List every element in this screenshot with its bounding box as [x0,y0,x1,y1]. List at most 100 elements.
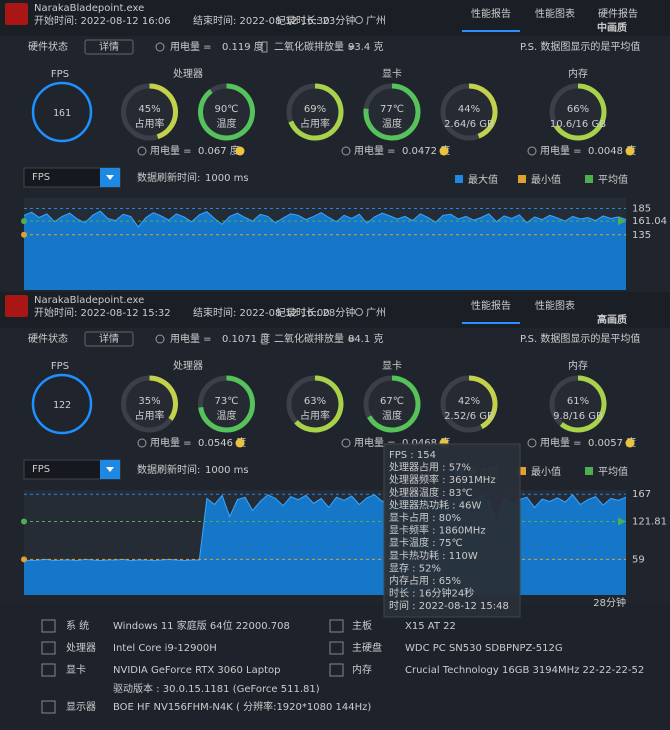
power-icon [341,146,351,156]
component-power-label: 用电量 = [150,144,192,157]
system-icon [41,641,56,655]
tooltip-line: 时长 : 16分钟24秒 [389,587,474,600]
system-value: NVIDIA GeForce RTX 3060 Laptop [113,665,281,676]
tooltip-line: FPS : 154 [389,450,436,461]
gauge-caption: 温度 [217,117,237,130]
tab[interactable]: 性能图表 [535,299,575,312]
power-icon [155,42,165,52]
help-icon[interactable] [235,438,245,448]
location: 广州 [366,15,386,27]
fps-label: FPS [51,361,69,372]
legend-swatch [585,175,593,183]
system-label: 主板 [352,619,372,632]
quality-label: 高画质 [597,313,627,326]
gauge-value: 66% [567,104,589,115]
gauge-arc [198,375,255,433]
component-label: 处理器 [173,360,203,372]
driver-value: 驱动版本 : 30.0.15.1181 (GeForce 511.81) [113,682,320,695]
co2-icon [261,333,268,345]
tab[interactable]: 性能报告 [471,299,511,312]
legend-label: 平均值 [598,465,628,478]
tooltip-line: 显卡占用 : 80% [389,511,461,524]
location-icon [355,16,363,24]
detail-button[interactable] [84,39,134,55]
system-icon [329,619,344,633]
gauge-value: 61% [567,396,589,407]
system-value: BOE HF NV156FHM-N4K ( 分辨率:1920*1080 144H… [113,700,371,713]
detail-button[interactable] [84,331,134,347]
reference-dot [21,518,27,525]
legend-label: 最小值 [531,173,561,186]
system-value: WDC PC SN530 SDBPNPZ-512G [405,643,563,654]
power-icon [341,438,351,448]
legend-swatch [455,175,463,183]
dropdown-value[interactable]: FPS [32,464,50,475]
gauge-value: 45% [138,104,160,115]
reference-dot [21,231,27,238]
component-label: 处理器 [173,68,203,80]
tab[interactable]: 硬件报告 [598,7,638,20]
detail-button-label[interactable]: 详情 [99,332,119,345]
end-time: 结束时间: 2022-08-12 16:00 [193,306,330,319]
legend-label: 平均值 [598,173,628,186]
power-value: 0.1071 度 [222,332,270,345]
refresh-value: 1000 ms [205,173,249,184]
tab[interactable]: 性能图表 [535,7,575,20]
gauge-arc [288,83,344,141]
component-label: 显卡 [382,359,402,372]
gauge-value: 90℃ [215,104,239,115]
component-label: 显卡 [382,67,402,80]
gauge-arc [367,375,421,433]
power-icon [527,438,537,448]
reference-label: 59 [632,554,645,565]
help-icon[interactable] [439,146,449,156]
gauge-arc [294,375,344,433]
gauge-caption: 温度 [217,409,237,422]
reference-label: 161.04 [632,216,667,227]
co2-icon [261,41,268,53]
component-power-label: 用电量 = [540,144,582,157]
fps-label: FPS [51,69,69,80]
app-icon [5,295,28,317]
tooltip-line: 处理器占用 : 57% [389,461,471,474]
refresh-label: 数据刷新时间: [137,171,200,184]
co2-value: 84.1 克 [348,333,383,345]
tooltip [383,443,521,618]
component-power: 0.067 度 [198,144,240,157]
gauge-value: 67℃ [380,396,404,407]
co2-label: 二氧化碳排放量 = [274,332,356,345]
fps-value: 161 [53,108,71,119]
reference-label: 185 [632,204,651,215]
gauge-value: 69% [304,104,326,115]
gauge-arc [468,83,498,139]
gauge-value: 44% [458,104,480,115]
duration: 记录时长: 28分钟 [276,306,355,319]
gauge-caption: 9.8/16 GB [553,411,603,422]
gauge-caption: 占用率 [135,117,165,130]
co2-value: 93.4 克 [348,41,383,53]
start-time: 开始时间: 2022-08-12 16:06 [34,14,171,27]
app-title: NarakaBladepoint.exe [34,295,144,306]
refresh-value: 1000 ms [205,465,249,476]
power-label: 用电量 = [170,332,212,345]
tab[interactable]: 性能报告 [471,7,511,20]
help-icon[interactable] [625,438,635,448]
gauge-arc [553,83,607,141]
location: 广州 [366,307,386,319]
dropdown-arrow [106,175,114,180]
reference-label: 167 [632,489,651,500]
detail-button-label[interactable]: 详情 [99,40,119,53]
component-power-label: 用电量 = [540,436,582,449]
help-icon[interactable] [235,146,245,156]
gauge-arc [559,375,607,433]
tooltip-line: 处理器热功耗 : 46W [389,498,481,511]
dropdown-value[interactable]: FPS [32,172,50,183]
tooltip-line: 处理器频率 : 3691MHz [389,473,496,486]
duration: 记录时长: 23分钟 [276,14,355,27]
gauge-caption: 2.64/6 GB [444,119,494,130]
help-icon[interactable] [625,146,635,156]
power-value: 0.119 度 [222,40,264,53]
system-value: Windows 11 家庭版 64位 22000.708 [113,619,290,632]
component-power-label: 用电量 = [354,144,396,157]
